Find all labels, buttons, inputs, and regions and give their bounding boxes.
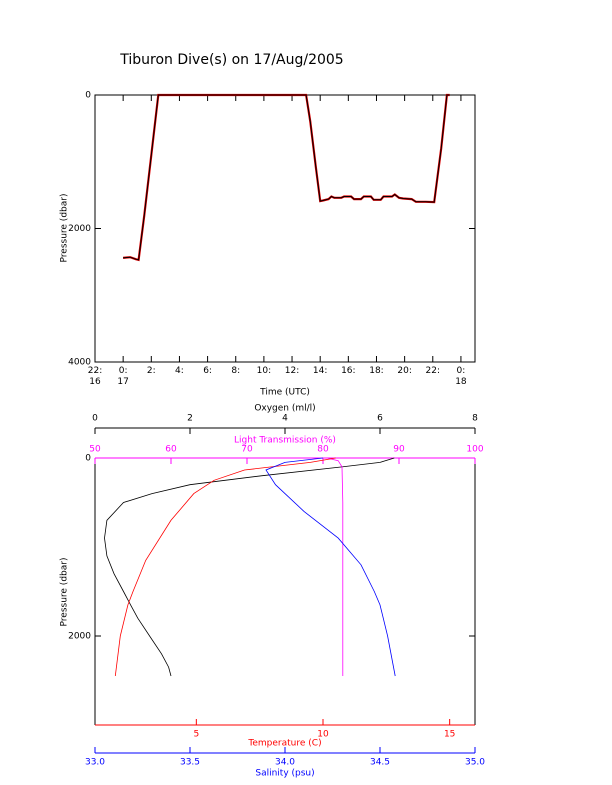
- plot-frame: [95, 458, 475, 725]
- x-tick-label: 6: [377, 414, 383, 424]
- y-axis-title: Pressure (dbar): [60, 194, 70, 263]
- x-tick-label: 6:: [203, 366, 212, 376]
- profile-line: [114, 457, 336, 677]
- x-tick-label: 33.5: [180, 758, 200, 768]
- profile-line: [326, 457, 344, 676]
- x-tick-label: 70: [241, 445, 253, 455]
- x-tick-label: 16:: [341, 366, 356, 376]
- x-tick-label: 22: 16: [87, 366, 103, 387]
- x-tick-label: 4:: [175, 366, 184, 376]
- x-axis-title: Time (UTC): [259, 388, 310, 398]
- x-tick-label: 8: [472, 414, 478, 424]
- x-tick-label: 10: [317, 730, 329, 740]
- x-tick-label: 15: [444, 730, 455, 740]
- x-tick-label: 33.0: [85, 758, 105, 768]
- x-tick-label: 12:: [284, 366, 300, 376]
- y-tick-label: 0: [85, 91, 91, 101]
- x-tick-label: 60: [165, 445, 177, 455]
- x-tick-label: 34.0: [275, 758, 295, 768]
- y-axis-title: Pressure (dbar): [60, 558, 70, 627]
- x-axis-title: Oxygen (ml/l): [254, 404, 315, 414]
- x-tick-label: 80: [317, 445, 329, 455]
- x-axis-title: Temperature (C): [247, 739, 321, 749]
- x-tick-label: 100: [466, 445, 483, 455]
- x-tick-label: 35.0: [465, 758, 485, 768]
- x-tick-label: 4: [282, 414, 288, 424]
- chart-title: Tiburon Dive(s) on 17/Aug/2005: [119, 52, 343, 68]
- x-axis-title: Salinity (psu): [255, 769, 314, 779]
- y-tick-label: 4000: [68, 358, 91, 368]
- profile-line: [265, 457, 396, 677]
- x-tick-label: 18:: [369, 366, 384, 376]
- data-line: [123, 94, 450, 261]
- profile-line: [104, 457, 395, 677]
- x-tick-label: 20:: [397, 366, 412, 376]
- x-tick-label: 0: 17: [117, 366, 129, 387]
- y-tick-label: 2000: [68, 632, 91, 642]
- x-tick-label: 50: [89, 445, 101, 455]
- x-tick-label: 22:: [425, 366, 440, 376]
- plot-frame: [94, 94, 476, 363]
- y-tick-label: 0: [85, 454, 91, 464]
- x-tick-label: 34.5: [370, 758, 390, 768]
- x-tick-label: 10:: [256, 366, 272, 376]
- x-tick-label: 14:: [312, 366, 328, 376]
- y-tick-label: 2000: [68, 224, 91, 234]
- x-tick-label: 2:: [146, 366, 156, 376]
- x-tick-label: 0: 18: [455, 366, 467, 387]
- x-axis-title: Light Transmission (%): [234, 436, 336, 446]
- data-line: [122, 93, 450, 262]
- x-tick-label: 8:: [231, 366, 241, 376]
- x-tick-label: 5: [193, 730, 199, 740]
- x-tick-label: 90: [393, 445, 405, 455]
- x-tick-label: 0: [92, 414, 98, 424]
- x-tick-label: 2: [187, 414, 193, 424]
